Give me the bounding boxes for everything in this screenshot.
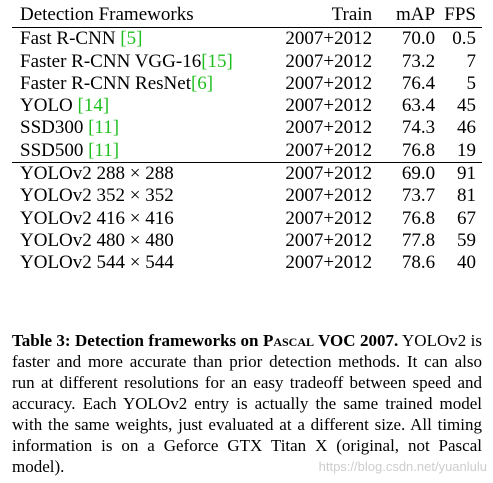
train-cell: 2007+2012 bbox=[285, 139, 373, 161]
fps-cell: 67 bbox=[457, 207, 476, 229]
citation-link[interactable]: [5] bbox=[120, 28, 143, 50]
fps-cell: 19 bbox=[457, 139, 476, 161]
map-cell: 70.0 bbox=[401, 28, 436, 50]
framework-cell: YOLOv2 480 × 480 bbox=[20, 229, 174, 251]
fps-cell: 40 bbox=[457, 252, 476, 274]
map-cell: 63.4 bbox=[401, 95, 436, 117]
train-cell: 2007+2012 bbox=[285, 117, 373, 139]
framework-cell: SSD500 [11] bbox=[12, 140, 249, 163]
train-cell: 2007+2012 bbox=[285, 229, 373, 251]
fps-cell: 0.5 bbox=[452, 28, 476, 50]
train-cell: 2007+2012 bbox=[285, 50, 373, 72]
header-row: Detection Frameworks Train mAP FPS bbox=[12, 3, 482, 28]
framework-cell: YOLOv2 544 × 544 bbox=[20, 252, 174, 274]
caption-title-prefix: Table 3: Detection frameworks on bbox=[12, 331, 263, 350]
table-row: Fast R-CNN [5] 2007+2012 70.0 0.5 bbox=[12, 28, 482, 51]
header-map: mAP bbox=[395, 4, 436, 25]
map-cell: 76.8 bbox=[401, 207, 436, 229]
yolov2-group: YOLOv2 288 × 288 2007+2012 69.0 91 YOLOv… bbox=[12, 162, 482, 275]
framework-cell: YOLOv2 352 × 352 bbox=[20, 185, 174, 207]
fps-cell: 45 bbox=[457, 95, 476, 117]
framework-cell: Faster R-CNN VGG-16[15] bbox=[12, 51, 249, 73]
fps-cell: 91 bbox=[457, 163, 476, 185]
citation-link[interactable]: [15] bbox=[201, 50, 233, 72]
train-cell: 2007+2012 bbox=[285, 163, 373, 185]
citation-link[interactable]: [11] bbox=[88, 139, 120, 161]
table-row: YOLOv2 288 × 288 2007+2012 69.0 91 bbox=[12, 162, 482, 186]
framework-name: SSD300 bbox=[20, 117, 89, 139]
framework-cell: YOLOv2 416 × 416 bbox=[20, 207, 174, 229]
citation-link[interactable]: [14] bbox=[77, 95, 110, 117]
train-cell: 2007+2012 bbox=[285, 95, 373, 117]
header-fps: FPS bbox=[444, 4, 476, 25]
table-row: YOLOv2 544 × 544 2007+2012 78.6 40 bbox=[12, 252, 482, 274]
table-header: Detection Frameworks Train mAP FPS bbox=[12, 3, 482, 28]
framework-cell: YOLO [14] bbox=[12, 95, 249, 117]
map-cell: 73.2 bbox=[401, 50, 436, 72]
map-cell: 76.4 bbox=[401, 72, 436, 94]
caption-title: Table 3: Detection frameworks on Pascal … bbox=[12, 331, 398, 350]
map-cell: 73.7 bbox=[401, 185, 436, 207]
framework-cell: SSD300 [11] bbox=[12, 117, 249, 139]
map-cell: 74.3 bbox=[401, 117, 436, 139]
table-row: YOLOv2 352 × 352 2007+2012 73.7 81 bbox=[12, 185, 482, 207]
caption-title-smallcaps: Pascal bbox=[262, 331, 314, 350]
framework-name: YOLO bbox=[20, 95, 78, 117]
table-row: SSD500 [11] 2007+2012 76.8 19 bbox=[12, 140, 482, 163]
train-cell: 2007+2012 bbox=[285, 207, 373, 229]
framework-cell: Faster R-CNN ResNet[6] bbox=[12, 73, 249, 95]
table-caption: Table 3: Detection frameworks on Pascal … bbox=[12, 330, 482, 477]
header-framework: Detection Frameworks bbox=[20, 4, 194, 25]
fps-cell: 46 bbox=[457, 117, 476, 139]
fps-cell: 59 bbox=[457, 229, 476, 251]
table-row: Faster R-CNN ResNet[6] 2007+2012 76.4 5 bbox=[12, 73, 482, 95]
prior-methods-group: Fast R-CNN [5] 2007+2012 70.0 0.5 Faster… bbox=[12, 28, 482, 163]
caption-body: YOLOv2 is faster and more accurate than … bbox=[12, 331, 482, 476]
table-row: YOLOv2 416 × 416 2007+2012 76.8 67 bbox=[12, 208, 482, 230]
map-cell: 77.8 bbox=[401, 229, 436, 251]
train-cell: 2007+2012 bbox=[285, 72, 373, 94]
map-cell-best: 78.6 bbox=[401, 252, 436, 274]
framework-name: Faster R-CNN ResNet bbox=[20, 72, 191, 94]
train-cell: 2007+2012 bbox=[285, 185, 373, 207]
citation-link[interactable]: [6] bbox=[190, 72, 214, 94]
table-row: YOLO [14] 2007+2012 63.4 45 bbox=[12, 95, 482, 117]
framework-name: Fast R-CNN bbox=[20, 28, 121, 50]
framework-cell: YOLOv2 288 × 288 bbox=[20, 163, 174, 185]
map-cell: 69.0 bbox=[401, 163, 436, 185]
map-cell: 76.8 bbox=[401, 139, 436, 161]
table-row: SSD300 [11] 2007+2012 74.3 46 bbox=[12, 117, 482, 139]
framework-cell: Fast R-CNN [5] bbox=[12, 28, 249, 51]
train-cell: 2007+2012 bbox=[285, 252, 373, 274]
caption-title-suffix: VOC 2007. bbox=[314, 331, 399, 350]
framework-name: SSD500 bbox=[20, 139, 89, 161]
citation-link[interactable]: [11] bbox=[88, 117, 120, 139]
table-row: YOLOv2 480 × 480 2007+2012 77.8 59 bbox=[12, 230, 482, 252]
framework-name: Faster R-CNN VGG-16 bbox=[20, 50, 202, 72]
fps-cell: 81 bbox=[457, 185, 476, 207]
fps-cell: 5 bbox=[466, 72, 477, 94]
results-table: Detection Frameworks Train mAP FPS Fast … bbox=[12, 3, 482, 275]
table-row: Faster R-CNN VGG-16[15] 2007+2012 73.2 7 bbox=[12, 51, 482, 73]
fps-cell: 7 bbox=[466, 50, 477, 72]
header-train: Train bbox=[331, 4, 373, 25]
train-cell: 2007+2012 bbox=[285, 28, 373, 50]
watermark: https://blog.csdn.net/yuanlulu bbox=[318, 459, 487, 474]
